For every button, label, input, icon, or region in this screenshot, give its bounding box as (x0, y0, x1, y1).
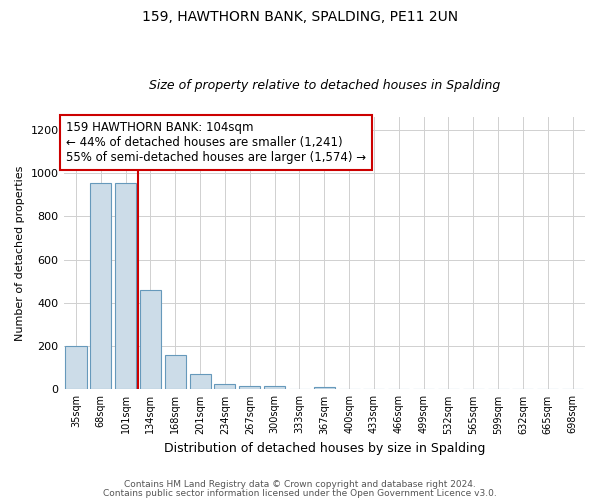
Bar (140, 290, 161, 390)
Bar (115, 183, 136, 390)
Bar (90, 183, 112, 390)
Bar (314, 387, 335, 390)
Text: 159, HAWTHORN BANK, SPALDING, PE11 2UN: 159, HAWTHORN BANK, SPALDING, PE11 2UN (142, 10, 458, 24)
Bar (214, 384, 235, 390)
Text: 159 HAWTHORN BANK: 104sqm
← 44% of detached houses are smaller (1,241)
55% of se: 159 HAWTHORN BANK: 104sqm ← 44% of detac… (66, 121, 366, 164)
X-axis label: Distribution of detached houses by size in Spalding: Distribution of detached houses by size … (164, 442, 485, 455)
Text: Contains HM Land Registry data © Crown copyright and database right 2024.: Contains HM Land Registry data © Crown c… (124, 480, 476, 489)
Bar (65, 346, 86, 390)
Y-axis label: Number of detached properties: Number of detached properties (15, 166, 25, 341)
Bar (165, 355, 186, 390)
Bar (190, 374, 211, 390)
Bar (264, 386, 285, 390)
Bar (239, 386, 260, 390)
Title: Size of property relative to detached houses in Spalding: Size of property relative to detached ho… (149, 79, 500, 92)
Text: Contains public sector information licensed under the Open Government Licence v3: Contains public sector information licen… (103, 490, 497, 498)
